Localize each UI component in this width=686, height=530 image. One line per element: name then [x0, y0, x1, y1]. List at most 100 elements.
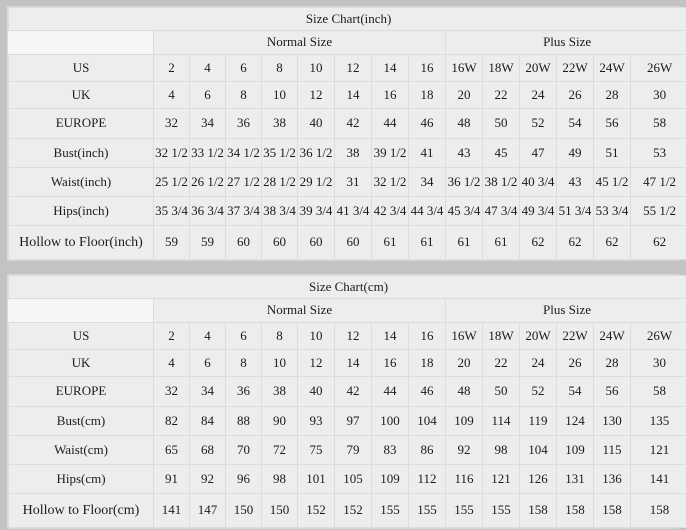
table-cell: 72 [261, 435, 298, 465]
table-cell: 45 [482, 138, 520, 168]
table-cell: 48 [445, 108, 483, 139]
table-cell: 10 [297, 54, 335, 82]
chart-title: Size Chart(inch) [7, 7, 686, 31]
table-cell: 60 [261, 225, 298, 260]
table-cell: 135 [629, 406, 686, 436]
table-cell: 35 3/4 [153, 196, 190, 226]
table-cell: 30 [629, 349, 686, 377]
table-cell: 104 [519, 435, 557, 465]
table-cell: 50 [482, 108, 520, 139]
table-cell: 62 [556, 225, 594, 260]
table-cell: 33 1/2 [189, 138, 226, 168]
table-cell: 14 [371, 54, 409, 82]
table-cell: 29 1/2 [297, 167, 335, 197]
table-cell: 56 [593, 376, 631, 407]
chart-title: Size Chart(cm) [7, 275, 686, 299]
table-cell: 6 [189, 349, 226, 377]
table-cell: 93 [297, 406, 335, 436]
table-row: UK 4 6 8 10 12 14 16 18 20 22 24 26 28 30 [8, 349, 686, 377]
table-cell: 158 [629, 493, 686, 528]
table-cell: 54 [556, 108, 594, 139]
table-cell: 43 [556, 167, 594, 197]
section-header-plus-size: Plus Size [444, 30, 686, 55]
table-cell: 141 [153, 493, 190, 528]
table-row: EUROPE 32 34 36 38 40 42 44 46 48 50 52 54 56 58 [8, 108, 686, 139]
table-cell: 59 [153, 225, 190, 260]
row-label: US [8, 322, 154, 350]
cm-chart-body: Size Chart(cm) Normal Size Plus Size US 2 4 6 8… [7, 275, 686, 528]
table-cell: 47 1/2 [629, 167, 686, 197]
table-cell: 10 [261, 81, 298, 109]
table-row: Hips(cm) 91 92 96 98 101 105 109 112 116 121 126 131… [8, 464, 686, 494]
table-cell: 37 3/4 [225, 196, 262, 226]
table-cell: 18W [482, 322, 520, 350]
table-cell: 2 [153, 54, 190, 82]
table-cell: 51 [593, 138, 631, 168]
table-cell: 10 [261, 349, 298, 377]
table-cell: 61 [371, 225, 409, 260]
table-cell: 40 [297, 108, 335, 139]
table-cell: 52 [519, 376, 557, 407]
table-cell: 109 [556, 435, 594, 465]
table-cell: 109 [371, 464, 409, 494]
table-cell: 79 [334, 435, 372, 465]
table-cell: 44 [371, 108, 409, 139]
row-label: Bust(cm) [8, 406, 154, 436]
row-label: Hips(inch) [8, 196, 154, 226]
table-cell: 59 [189, 225, 226, 260]
table-cell: 38 3/4 [261, 196, 298, 226]
table-row: EUROPE 32 34 36 38 40 42 44 46 48 50 52 54 56 58 [8, 376, 686, 407]
table-cell: 18 [408, 81, 446, 109]
table-cell: 115 [593, 435, 631, 465]
table-cell: 39 3/4 [297, 196, 335, 226]
table-cell: 38 [334, 138, 372, 168]
table-cell: 86 [408, 435, 446, 465]
table-cell: 32 [153, 108, 190, 139]
table-cell: 40 3/4 [519, 167, 557, 197]
cm-size-chart-block: Size Chart(cm) Normal Size Plus Size US 2 4 6 8… [7, 274, 686, 529]
row-label: Hollow to Floor(cm) [8, 493, 154, 528]
table-cell: 155 [445, 493, 483, 528]
table-cell: 60 [225, 225, 262, 260]
table-cell: 6 [225, 54, 262, 82]
row-label: Bust(inch) [8, 138, 154, 168]
table-cell: 16W [445, 322, 483, 350]
row-label: EUROPE [8, 376, 154, 407]
table-cell: 121 [482, 464, 520, 494]
table-cell: 32 1/2 [153, 138, 190, 168]
table-cell: 60 [297, 225, 335, 260]
table-cell: 43 [445, 138, 483, 168]
table-cell: 155 [371, 493, 409, 528]
table-cell: 8 [225, 349, 262, 377]
table-cell: 62 [593, 225, 631, 260]
table-cell: 53 [629, 138, 686, 168]
table-cell: 12 [334, 54, 372, 82]
table-cell: 124 [556, 406, 594, 436]
table-cell: 46 [408, 108, 446, 139]
table-cell: 47 [519, 138, 557, 168]
table-cell: 41 3/4 [334, 196, 372, 226]
table-cell: 61 [482, 225, 520, 260]
table-cell: 36 [225, 108, 262, 139]
table-cell: 35 1/2 [261, 138, 298, 168]
table-cell: 12 [297, 349, 335, 377]
table-row: US 2 4 6 8 10 12 14 16 16W 18W 20W 22W 24W 26W [8, 54, 686, 82]
table-cell: 84 [189, 406, 226, 436]
table-cell: 38 [261, 376, 298, 407]
inch-size-chart-table: Size Chart(inch) Normal Size Plus Size US 2 4… [7, 7, 686, 260]
table-cell: 27 1/2 [225, 167, 262, 197]
table-cell: 26 1/2 [189, 167, 226, 197]
table-cell: 38 1/2 [482, 167, 520, 197]
table-cell: 58 [629, 108, 686, 139]
table-cell: 31 [334, 167, 372, 197]
table-cell: 20W [519, 54, 557, 82]
table-cell: 55 1/2 [629, 196, 686, 226]
table-cell: 61 [445, 225, 483, 260]
table-cell: 116 [445, 464, 483, 494]
table-cell: 100 [371, 406, 409, 436]
table-cell: 2 [153, 322, 190, 350]
table-cell: 4 [189, 322, 226, 350]
table-cell: 62 [629, 225, 686, 260]
table-cell: 104 [408, 406, 446, 436]
chart-title-row: Size Chart(inch) [7, 7, 686, 31]
